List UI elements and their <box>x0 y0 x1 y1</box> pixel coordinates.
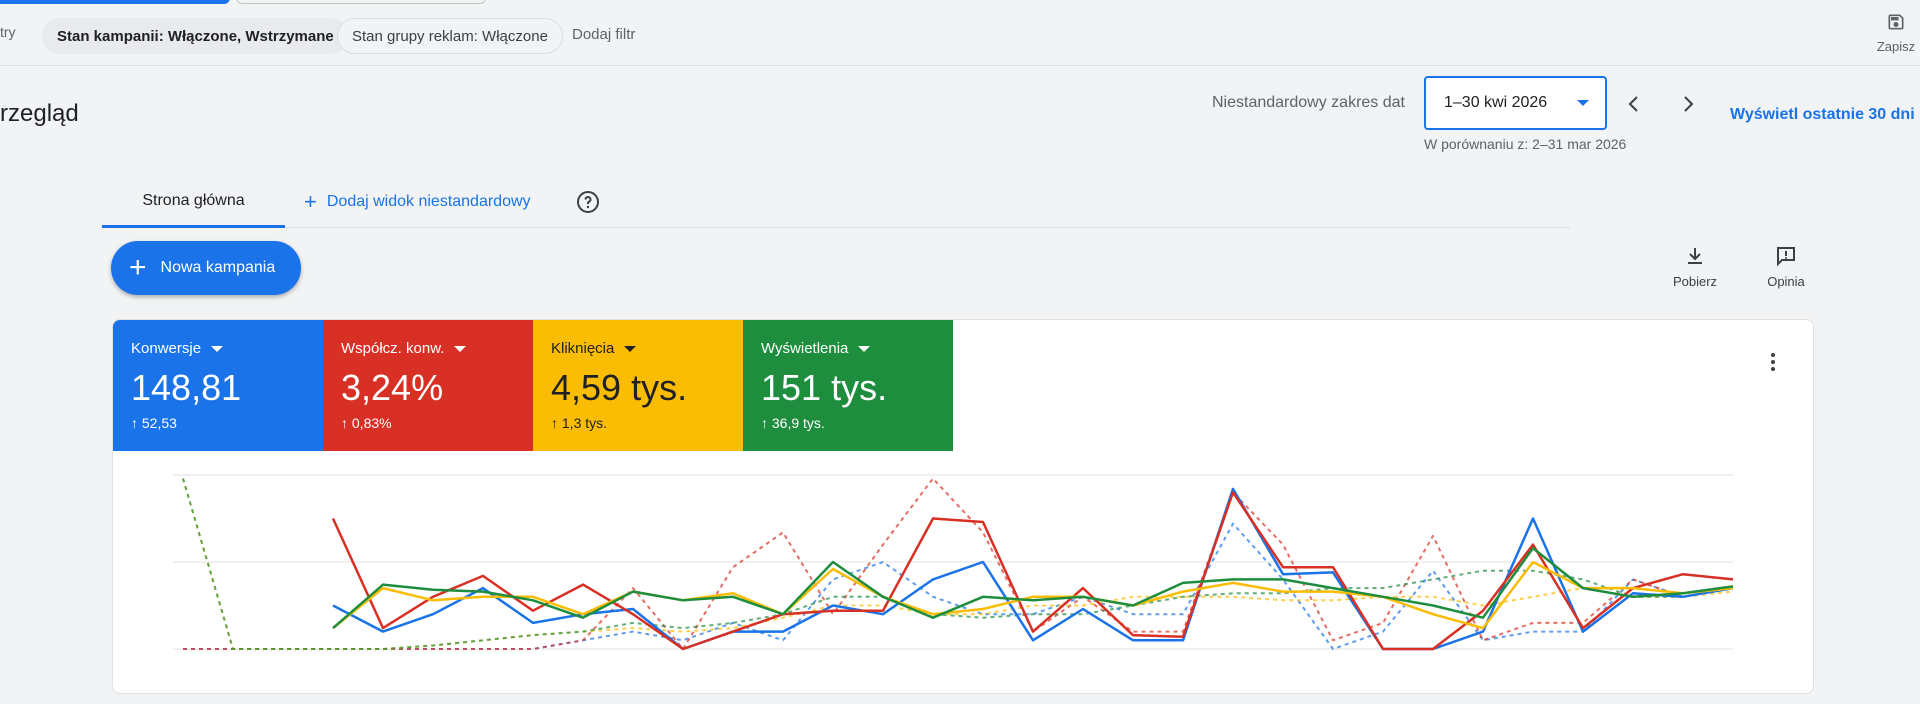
caret-down-icon <box>454 345 467 352</box>
view-tabs: Strona główna + Dodaj widok niestandardo… <box>102 176 1570 228</box>
save-label: Zapisz <box>1876 39 1916 54</box>
metric-label: Wyświetlenia <box>761 340 849 357</box>
plus-icon: + <box>304 189 317 214</box>
view-last-30-days-link[interactable]: Wyświetl ostatnie 30 dni <box>1730 106 1915 123</box>
metric-delta: 36,9 tys. <box>771 415 825 431</box>
caret-down-icon <box>624 345 637 352</box>
overview-card: Konwersje 148,81 ↑ 52,53 Współcz. konw. … <box>112 319 1814 694</box>
download-label: Pobierz <box>1672 274 1718 289</box>
date-range-label: Niestandardowy zakres dat <box>1212 94 1405 111</box>
metric-tile-conversion-rate[interactable]: Współcz. konw. 3,24% ↑ 0,83% <box>323 320 533 451</box>
date-range-value: 1–30 kwi 2026 <box>1444 94 1548 111</box>
arrow-up-icon: ↑ <box>341 415 348 431</box>
metric-tile-impressions[interactable]: Wyświetlenia 151 tys. ↑ 36,9 tys. <box>743 320 953 451</box>
feedback-button[interactable]: Opinia <box>1754 244 1818 289</box>
chart-series-line-4 <box>332 546 1734 630</box>
metric-value: 4,59 tys. <box>551 367 688 408</box>
chart-series-line-2 <box>331 491 1734 651</box>
metric-value: 148,81 <box>131 367 242 408</box>
chart-series-line-1 <box>332 487 1734 651</box>
metric-delta: 52,53 <box>141 415 177 431</box>
previous-period-button[interactable] <box>1618 88 1650 120</box>
save-icon <box>1888 14 1904 30</box>
metric-tile-clicks[interactable]: Kliknięcia 4,59 tys. ↑ 1,3 tys. <box>533 320 743 451</box>
filter-chip-campaign-status[interactable]: Stan kampanii: Włączone, Wstrzymane <box>42 18 349 54</box>
caret-down-icon <box>858 345 871 352</box>
caret-down-icon <box>211 345 224 352</box>
metric-value: 151 tys. <box>761 367 888 408</box>
save-button[interactable]: Zapisz <box>1872 12 1920 56</box>
tab-home[interactable]: Strona główna <box>102 176 285 228</box>
new-campaign-button[interactable]: + Nowa kampania <box>111 241 302 295</box>
metric-tile-conversions[interactable]: Konwersje 148,81 ↑ 52,53 <box>113 320 323 451</box>
add-custom-view-tab[interactable]: + Dodaj widok niestandardowy <box>304 176 531 228</box>
next-period-button[interactable] <box>1672 88 1704 120</box>
feedback-icon <box>1777 247 1795 267</box>
arrow-up-icon: ↑ <box>761 415 768 431</box>
feedback-label: Opinia <box>1767 274 1805 289</box>
add-custom-view-label: Dodaj widok niestandardowy <box>326 193 531 210</box>
segment-outline[interactable] <box>236 0 486 4</box>
arrow-up-icon: ↑ <box>131 415 138 431</box>
plus-icon: + <box>129 251 147 284</box>
download-button[interactable]: Pobierz <box>1663 244 1727 289</box>
download-icon <box>1688 248 1702 264</box>
performance-line-chart <box>173 474 1734 651</box>
arrow-up-icon: ↑ <box>551 415 558 431</box>
date-range-select[interactable]: 1–30 kwi 2026 <box>1424 76 1607 130</box>
chevron-left-icon <box>1628 96 1638 112</box>
compare-period-text: W porównaniu z: 2–31 mar 2026 <box>1424 136 1627 152</box>
metric-value: 3,24% <box>341 367 444 408</box>
metric-delta: 1,3 tys. <box>561 415 608 431</box>
metric-label: Współcz. konw. <box>341 340 445 357</box>
chart-series-line-6 <box>183 477 1734 650</box>
add-filter-link[interactable]: Dodaj filtr <box>572 26 636 43</box>
selected-segment[interactable] <box>0 0 230 4</box>
metric-delta: 0,83% <box>351 415 392 431</box>
filter-bar: try Stan kampanii: Włączone, Wstrzymane … <box>0 0 1920 66</box>
chevron-right-icon <box>1684 96 1694 112</box>
page-title: rzegląd <box>0 100 79 127</box>
help-icon[interactable] <box>576 190 600 214</box>
metric-label: Konwersje <box>131 340 202 357</box>
filter-chip-ad-group-status[interactable]: Stan grupy reklam: Włączone <box>337 18 563 54</box>
more-vert-icon[interactable] <box>1761 350 1785 374</box>
chart-series-line-8 <box>182 478 1734 650</box>
new-campaign-label: Nowa kampania <box>160 259 276 276</box>
chart-series-line-3 <box>332 560 1734 630</box>
caret-down-icon <box>1577 100 1589 106</box>
filters-label: try <box>0 24 16 40</box>
metric-label: Kliknięcia <box>551 340 615 357</box>
